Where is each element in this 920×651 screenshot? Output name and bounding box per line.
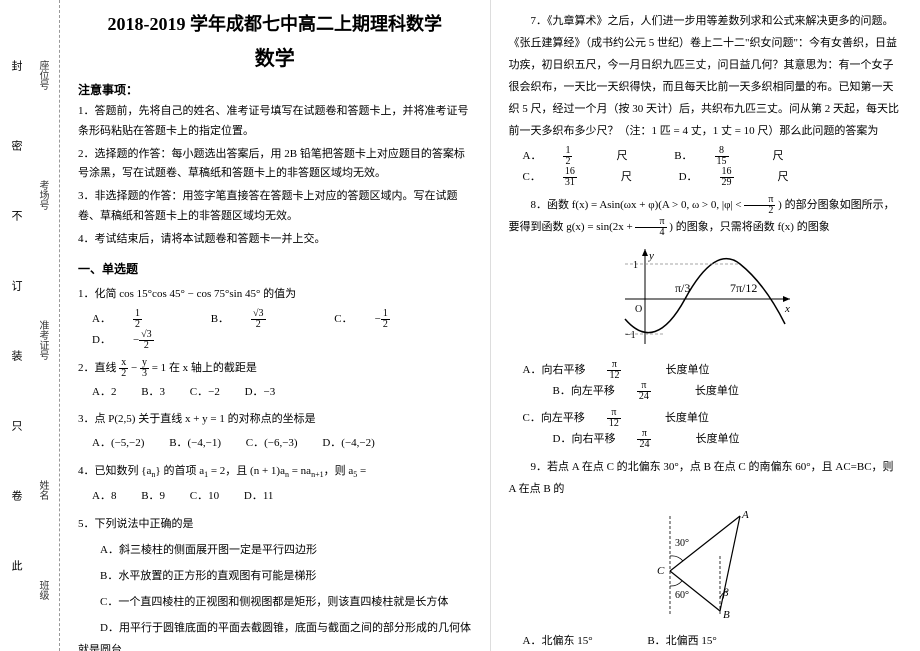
q3-options: A．(−5,−2) B．(−4,−1) C．(−6,−3) D．(−4,−2)	[92, 434, 472, 454]
notice-2: 2．选择题的作答：每小题选出答案后，用 2B 铅笔把答题卡上对应题目的答案标号涂…	[78, 145, 472, 185]
q3-opt-a: A．(−5,−2)	[92, 434, 144, 454]
seal-char-5: 装	[8, 350, 24, 361]
q9-label-a: A	[741, 509, 749, 521]
q2-stem-b: 在 x 轴上的截距是	[169, 362, 257, 374]
q8-graph-p1: π/3	[675, 281, 690, 295]
q4-opt-d: D．11	[244, 487, 274, 507]
q4-d: = na	[289, 465, 311, 477]
field-room: 考场号	[35, 180, 50, 210]
seal-char-8: 此	[8, 560, 24, 571]
q1-opt-c-label: C．	[334, 310, 352, 330]
q8-opt-a: A．向右平移	[523, 361, 586, 381]
q7-d: D．	[679, 168, 698, 188]
section-1-heading: 一、单选题	[78, 260, 472, 277]
q7-a: A．	[523, 147, 542, 167]
q5-stem: 5．下列说法中正确的是	[78, 513, 472, 535]
q8-graph-x: x	[784, 303, 790, 315]
q4-opt-b: B．9	[141, 487, 165, 507]
q9-graph: A B C 30° 60° β	[645, 506, 765, 626]
q9-opt-a: A．北偏东 15°	[523, 632, 593, 651]
q4-opt-a: A．8	[92, 487, 116, 507]
field-class: 班级	[35, 580, 50, 600]
q7-u3: 尺	[621, 168, 632, 188]
q9-opt-b: B．北偏西 15°	[647, 632, 717, 651]
q4-a: 4．已知数列 {a	[78, 465, 151, 477]
q7-u4: 尺	[778, 168, 789, 188]
seal-char-7: 卷	[8, 490, 24, 501]
page-title: 2018-2019 学年成都七中高二上期理科数学	[78, 10, 472, 36]
q1-opt-b-label: B．	[211, 310, 229, 330]
notice-heading: 注意事项：	[78, 81, 472, 98]
q9-stem: 9．若点 A 在点 C 的北偏东 30°，点 B 在点 C 的南偏东 60°，且…	[509, 456, 903, 500]
q7-u1: 尺	[616, 147, 627, 167]
field-name: 姓名	[35, 480, 50, 500]
q7-stem: 7．《九章算术》之后，人们进一步用等差数列求和公式来解决更多的问题。《张丘建算经…	[509, 10, 903, 142]
q8-options-cd: C．向左平移π12长度单位 D．向右平移π24长度单位	[523, 408, 903, 450]
q5-opt-a: A．斜三棱柱的侧面展开图一定是平行四边形	[78, 539, 472, 561]
q1-options: A．12 B．√32 C．−12 D．−√32	[92, 309, 472, 351]
q4-f: =	[357, 465, 366, 477]
seal-char-1: 封	[8, 60, 24, 71]
q7-options: A．12尺 B．815尺 C．1631尺 D．1629尺	[523, 146, 903, 188]
q7-u2: 尺	[773, 147, 784, 167]
q2-opt-d: D．−3	[245, 383, 276, 403]
q4-b: } 的首项 a	[155, 465, 204, 477]
q4-e: ，则 a	[324, 465, 354, 477]
q3-opt-b: B．(−4,−1)	[169, 434, 221, 454]
q8-opt-d: D．向右平移	[553, 430, 616, 450]
q2-stem: 2．直线 x2 − y3 = 1 在 x 轴上的截距是	[78, 357, 472, 379]
q8-opt-b: B．向左平移	[553, 382, 615, 402]
q8-opt-c: C．向左平移	[523, 409, 585, 429]
q8-graph: y x O 1 −1 π/3 7π/12	[615, 244, 795, 354]
q2-opt-b: B．3	[141, 383, 165, 403]
q8-stem: 8．函数 f(x) = Asin(ωx + φ)(A > 0, ω > 0, |…	[509, 194, 903, 238]
q2-stem-a: 2．直线	[78, 362, 117, 374]
field-seat: 座位号	[35, 60, 50, 90]
q4-c: = 2，且 (n + 1)a	[208, 465, 285, 477]
q8-graph-p2: 7π/12	[730, 281, 757, 295]
q8-graph-ymin: −1	[625, 330, 636, 341]
q5-opt-b: B．水平放置的正方形的直观图有可能是梯形	[78, 565, 472, 587]
q4-stem: 4．已知数列 {an} 的首项 a1 = 2，且 (n + 1)an = nan…	[78, 460, 472, 483]
q8-graph-y: y	[648, 250, 654, 262]
q9-label-60: 60°	[675, 590, 689, 601]
q8-opt-b2: 长度单位	[695, 382, 739, 402]
q1-opt-a-label: A．	[92, 310, 111, 330]
q8-c: ) 的图象，只需将函数 f(x) 的图象	[669, 221, 829, 233]
q8-opt-d2: 长度单位	[695, 430, 739, 450]
notice-4: 4．考试结束后，请将本试题卷和答题卡一并上交。	[78, 230, 472, 250]
q8-opt-c2: 长度单位	[665, 409, 709, 429]
q7-b: B．	[674, 147, 692, 167]
q3-stem: 3．点 P(2,5) 关于直线 x + y = 1 的对称点的坐标是	[78, 408, 472, 430]
seal-char-6: 只	[8, 420, 24, 431]
notice-3: 3．非选择题的作答：用签字笔直接答在答题卡上对应的答题区域内。写在试题卷、草稿纸…	[78, 187, 472, 227]
q2-options: A．2 B．3 C．−2 D．−3	[92, 383, 472, 403]
q9-label-b: B	[723, 609, 730, 621]
q8-graph-o: O	[635, 304, 642, 315]
q4-options: A．8 B．9 C．10 D．11	[92, 487, 472, 507]
q1-opt-d-label: D．	[92, 331, 111, 351]
q8-opt-a2: 长度单位	[665, 361, 709, 381]
q2-opt-c: C．−2	[190, 383, 220, 403]
q1-stem: 1．化简 cos 15°cos 45° − cos 75°sin 45° 的值为	[78, 283, 472, 305]
q2-opt-a: A．2	[92, 383, 116, 403]
q5-opt-c: C．一个直四棱柱的正视图和侧视图都是矩形，则该直四棱柱就是长方体	[78, 591, 472, 613]
q4-opt-c: C．10	[190, 487, 219, 507]
q7-c: C．	[523, 168, 541, 188]
seal-char-4: 订	[8, 280, 24, 291]
q3-opt-c: C．(−6,−3)	[246, 434, 298, 454]
q5-opt-d: D．用平行于圆锥底面的平面去截圆锥，底面与截面之间的部分形成的几何体就是圆台	[78, 617, 472, 651]
q8-graph-ymax: 1	[633, 260, 638, 271]
seal-char-2: 密	[8, 140, 24, 151]
q8-a: 8．函数 f(x) = Asin(ωx + φ)(A > 0, ω > 0, |…	[531, 199, 742, 211]
notice-1: 1．答题前，先将自己的姓名、准考证号填写在试题卷和答题卡上，并将准考证号条形码粘…	[78, 102, 472, 142]
q8-options-ab: A．向右平移π12长度单位 B．向左平移π24长度单位	[523, 360, 903, 402]
q9-options-ab: A．北偏东 15° B．北偏西 15°	[523, 632, 903, 651]
field-exam-id: 准考证号	[35, 320, 50, 360]
seal-char-3: 不	[8, 210, 24, 221]
q9-label-c: C	[657, 565, 665, 577]
q3-opt-d: D．(−4,−2)	[322, 434, 374, 454]
page-subtitle: 数学	[78, 42, 472, 71]
q9-label-30: 30°	[675, 538, 689, 549]
